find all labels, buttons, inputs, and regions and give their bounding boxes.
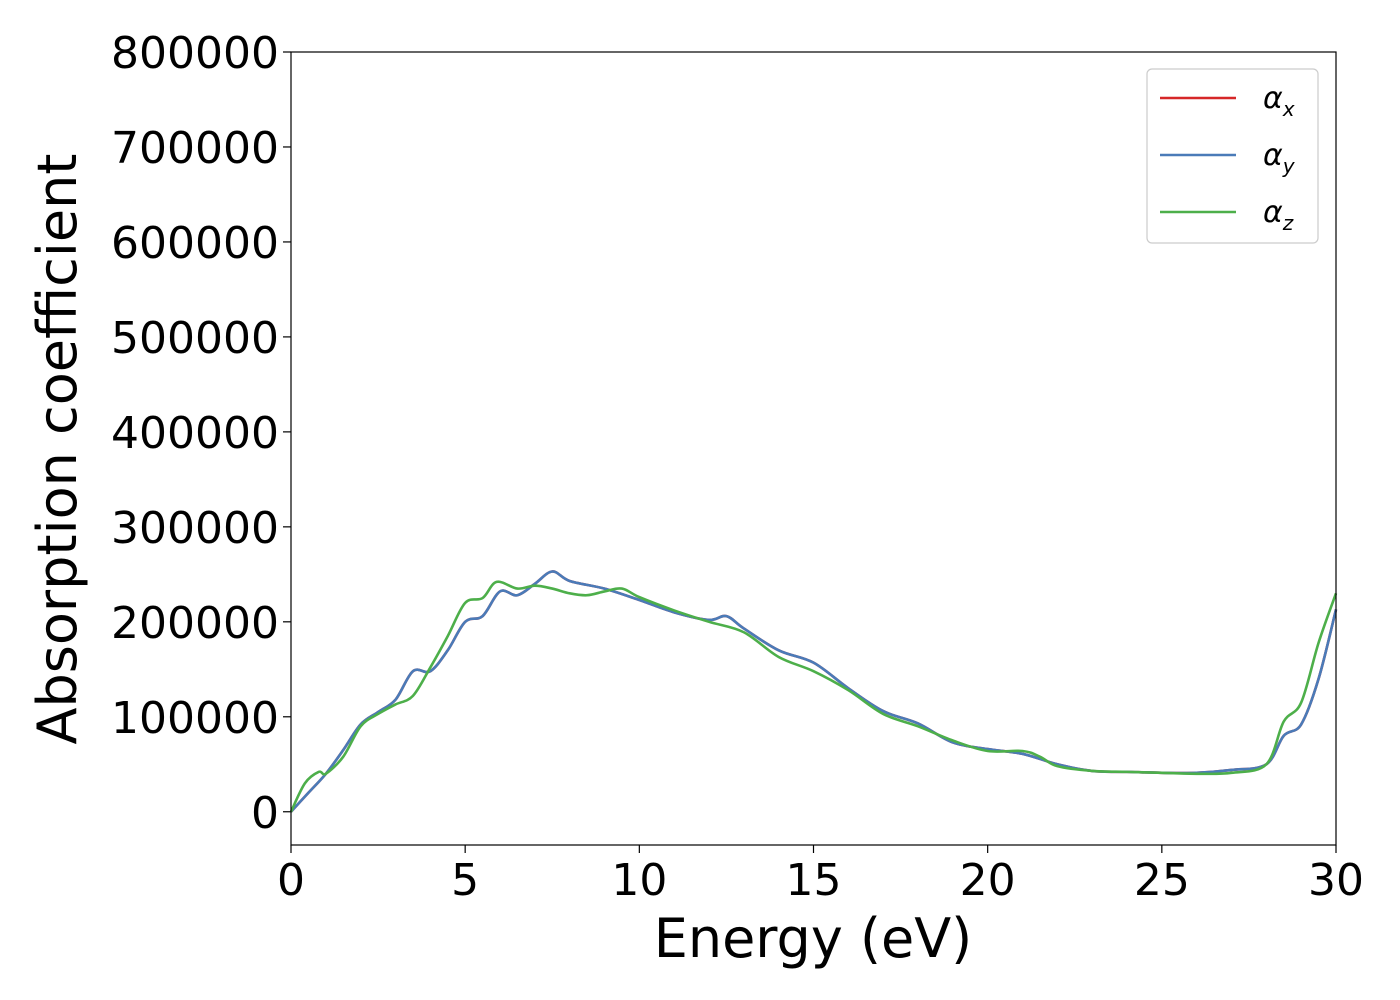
x-axis-ticks: 0 5 10 15 20 25 30: [277, 845, 1364, 906]
y-axis-ticks: 0 100000 200000 300000 400000 500000 600000 700…: [111, 28, 291, 839]
series-lines: [289, 570, 1338, 813]
y-tick-label: 600000: [111, 218, 279, 269]
y-tick-label: 100000: [111, 693, 279, 744]
series-line-z: [289, 580, 1338, 813]
x-tick-label: 30: [1308, 855, 1364, 906]
y-axis-title: Absorption coefficient: [26, 154, 89, 745]
x-tick-label: 0: [277, 855, 305, 906]
y-tick-label: 0: [251, 788, 279, 839]
x-axis-title: Energy (eV): [654, 907, 973, 970]
legend-label-x: αx: [1263, 81, 1295, 121]
legend: αx αy αz: [1146, 68, 1319, 244]
legend-label-y: αy: [1263, 138, 1296, 178]
y-tick-label: 400000: [111, 408, 279, 459]
plot-frame: [290, 51, 1337, 846]
x-tick-label: 10: [611, 855, 667, 906]
y-tick-label: 700000: [111, 123, 279, 174]
series-line-y: [290, 570, 1338, 813]
y-tick-label: 500000: [111, 313, 279, 364]
y-tick-label: 300000: [111, 503, 279, 554]
x-tick-label: 25: [1134, 855, 1190, 906]
y-tick-label: 800000: [111, 28, 279, 79]
x-tick-label: 5: [451, 855, 479, 906]
series-line-x: [290, 570, 1338, 813]
legend-label-z: αz: [1263, 195, 1294, 235]
x-tick-label: 15: [786, 855, 842, 906]
x-tick-label: 20: [960, 855, 1016, 906]
y-tick-label: 200000: [111, 598, 279, 649]
